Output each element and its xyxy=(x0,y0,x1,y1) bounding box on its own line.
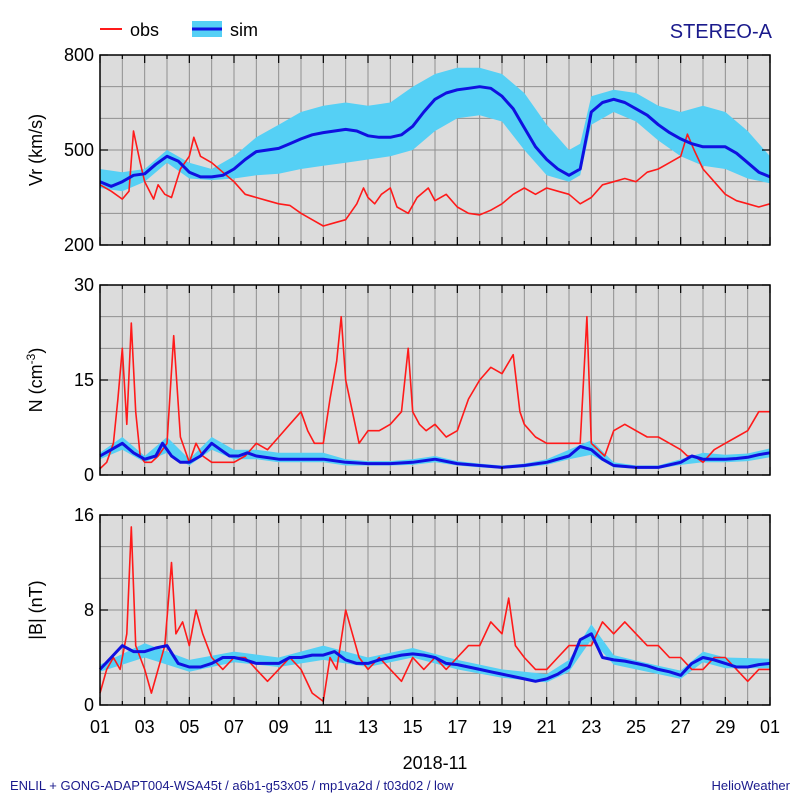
legend-sim-label: sim xyxy=(230,20,258,40)
y-tick-label: 16 xyxy=(74,505,94,525)
y-tick-label: 500 xyxy=(64,140,94,160)
x-tick-label: 27 xyxy=(671,717,691,737)
footer-model-info: ENLIL + GONG-ADAPT004-WSA45t / a6b1-g53x… xyxy=(10,778,454,793)
x-axis-title: 2018-11 xyxy=(403,753,468,773)
sim-uncertainty-band xyxy=(100,624,770,683)
sim-series-line xyxy=(99,441,771,469)
x-tick-label: 19 xyxy=(492,717,512,737)
x-tick-label: 11 xyxy=(314,717,333,737)
x-tick-label: 25 xyxy=(626,717,646,737)
y-tick-label: 800 xyxy=(64,45,94,65)
legend: obs sim xyxy=(100,20,258,40)
velocity-panel: 200 500 800 Vr (km/s) xyxy=(26,45,771,255)
x-tick-label: 29 xyxy=(715,717,735,737)
spacecraft-label: STEREO-A xyxy=(670,21,773,43)
y-axis-title-exponent: -3 xyxy=(24,353,38,364)
sim-uncertainty-band xyxy=(100,67,770,192)
y-tick-label: 0 xyxy=(84,695,94,715)
legend-obs-label: obs xyxy=(130,20,159,40)
density-panel: 0 15 30 N (cm-3) xyxy=(24,275,771,485)
magnetic-field-panel: 0 8 16 |B| (nT) xyxy=(26,505,771,715)
x-axis: 01 03 05 07 09 11 13 15 17 19 21 23 25 27 29 01 xyxy=(90,717,780,737)
sim-series-line xyxy=(99,85,771,188)
y-tick-label: 15 xyxy=(74,370,94,390)
x-tick-label: 05 xyxy=(179,717,199,737)
footer-brand: HelioWeather xyxy=(711,778,790,793)
sim-series-line xyxy=(98,632,771,683)
obs-series-line xyxy=(99,130,771,227)
x-tick-label: 03 xyxy=(135,717,155,737)
y-tick-label: 8 xyxy=(84,600,94,620)
x-tick-label: 07 xyxy=(224,717,244,737)
obs-series-line xyxy=(99,315,770,470)
x-tick-label: 13 xyxy=(358,717,378,737)
x-tick-label: 21 xyxy=(537,717,557,737)
y-axis-title: |B| (nT) xyxy=(26,580,46,639)
y-tick-label: 200 xyxy=(64,235,94,255)
y-tick-label: 0 xyxy=(84,465,94,485)
y-axis-title: Vr (km/s) xyxy=(26,114,46,186)
x-tick-label: 15 xyxy=(403,717,423,737)
x-tick-label: 17 xyxy=(447,717,467,737)
y-axis-title: N (cm-3) xyxy=(24,348,46,413)
obs-series-line xyxy=(99,526,770,703)
x-tick-label: 01 xyxy=(760,717,780,737)
x-tick-label: 09 xyxy=(269,717,289,737)
x-tick-label: 23 xyxy=(581,717,601,737)
x-tick-label: 01 xyxy=(90,717,110,737)
y-tick-label: 30 xyxy=(74,275,94,295)
